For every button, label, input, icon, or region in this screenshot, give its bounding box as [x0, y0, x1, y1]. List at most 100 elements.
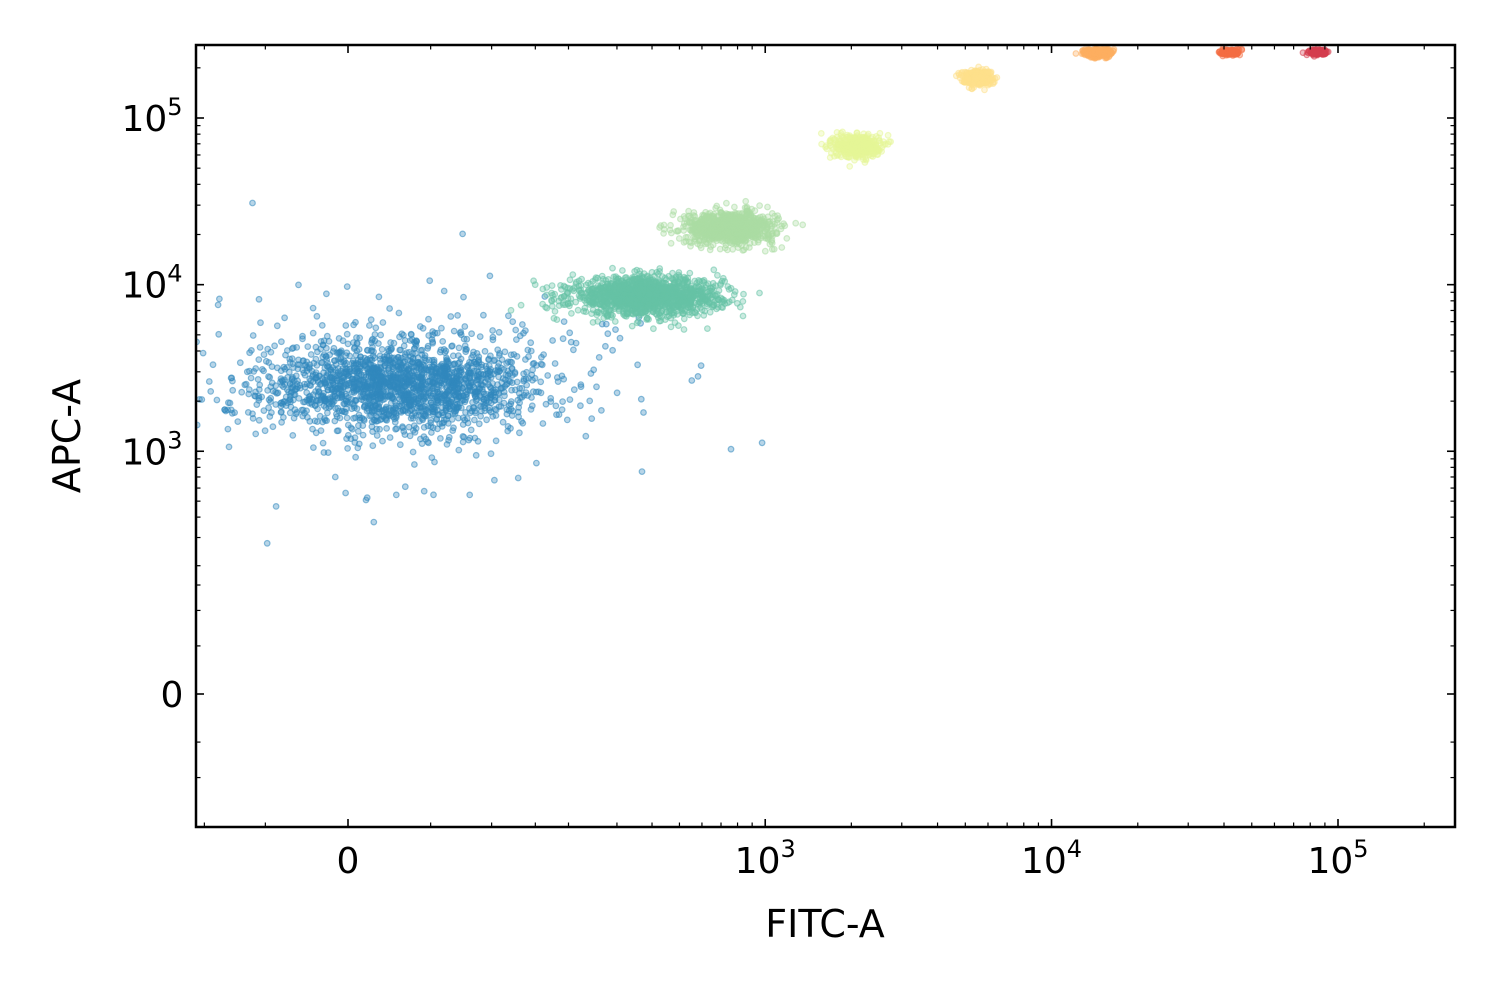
- data-point: [633, 302, 641, 310]
- data-point: [420, 386, 428, 393]
- data-point: [313, 418, 321, 426]
- data-point: [831, 136, 839, 144]
- data-point: [450, 327, 458, 335]
- data-point: [352, 318, 359, 326]
- data-point: [529, 376, 536, 384]
- data-point: [505, 312, 512, 320]
- data-point: [884, 131, 892, 139]
- data-point: [480, 311, 487, 319]
- data-point: [224, 399, 232, 407]
- data-point: [548, 297, 556, 305]
- data-point: [613, 389, 621, 397]
- data-point: [262, 357, 270, 365]
- data-point: [504, 358, 512, 366]
- data-point: [783, 234, 791, 242]
- data-point: [834, 151, 842, 158]
- data-point: [473, 388, 481, 396]
- data-point: [475, 363, 482, 371]
- data-point: [660, 225, 668, 233]
- data-point: [449, 361, 457, 368]
- data-point: [412, 367, 420, 375]
- data-point: [409, 359, 417, 367]
- data-point: [623, 276, 631, 284]
- data-point: [483, 375, 491, 382]
- data-point: [338, 407, 346, 415]
- data-point: [870, 150, 878, 158]
- data-point: [589, 319, 597, 326]
- data-point: [736, 303, 744, 311]
- data-point: [533, 362, 540, 369]
- data-point: [266, 373, 274, 381]
- data-point: [312, 369, 320, 377]
- data-point: [508, 412, 516, 419]
- data-point: [320, 337, 328, 345]
- data-point: [309, 304, 317, 312]
- data-point: [581, 304, 589, 312]
- data-point: [411, 344, 419, 352]
- data-point: [702, 213, 710, 221]
- data-point: [158, 308, 164, 314]
- data-point: [680, 326, 688, 333]
- data-point: [440, 287, 448, 295]
- data-point: [323, 332, 331, 340]
- data-point: [675, 292, 682, 300]
- data-point: [318, 322, 326, 329]
- data-point: [731, 224, 738, 232]
- data-point: [513, 353, 521, 360]
- data-point: [778, 244, 786, 251]
- data-point: [724, 246, 731, 254]
- data-point: [616, 302, 624, 310]
- data-point: [427, 419, 435, 427]
- data-point: [256, 381, 264, 389]
- data-point: [472, 409, 480, 417]
- data-point: [417, 363, 425, 371]
- data-point: [524, 392, 532, 399]
- data-point: [845, 146, 853, 154]
- data-point: [480, 402, 488, 410]
- data-point: [522, 356, 529, 363]
- data-point: [567, 299, 574, 307]
- data-point: [558, 372, 566, 380]
- data-point: [667, 239, 675, 247]
- data-point: [426, 277, 434, 285]
- data-point: [434, 399, 442, 407]
- data-point: [551, 290, 559, 298]
- data-point: [380, 374, 388, 381]
- data-point: [312, 355, 320, 363]
- data-point: [411, 338, 418, 346]
- data-point: [739, 298, 747, 305]
- data-point: [429, 338, 437, 346]
- data-point: [743, 230, 750, 238]
- data-point: [351, 434, 359, 442]
- data-point: [676, 273, 683, 281]
- data-point: [670, 208, 678, 215]
- data-point: [352, 453, 360, 461]
- data-point: [305, 393, 313, 401]
- data-point: [700, 311, 708, 319]
- data-point: [475, 420, 483, 428]
- data-point: [551, 360, 559, 367]
- data-point: [214, 301, 222, 309]
- data-point: [188, 311, 194, 317]
- data-point: [478, 407, 485, 415]
- data-point: [654, 270, 662, 278]
- data-point: [341, 368, 349, 376]
- data-point: [852, 145, 860, 153]
- data-point: [247, 374, 255, 382]
- data-point: [492, 437, 500, 445]
- data-point: [686, 292, 694, 300]
- data-point: [289, 432, 297, 439]
- data-point: [416, 323, 424, 330]
- data-point: [473, 372, 481, 380]
- data-point: [616, 334, 624, 342]
- data-point: [500, 399, 508, 407]
- data-point: [278, 418, 286, 426]
- data-point: [225, 443, 233, 451]
- data-point: [602, 320, 610, 328]
- data-point: [408, 412, 416, 420]
- data-point: [609, 346, 616, 354]
- data-point: [359, 381, 367, 389]
- data-point: [460, 293, 467, 301]
- data-point: [712, 232, 720, 240]
